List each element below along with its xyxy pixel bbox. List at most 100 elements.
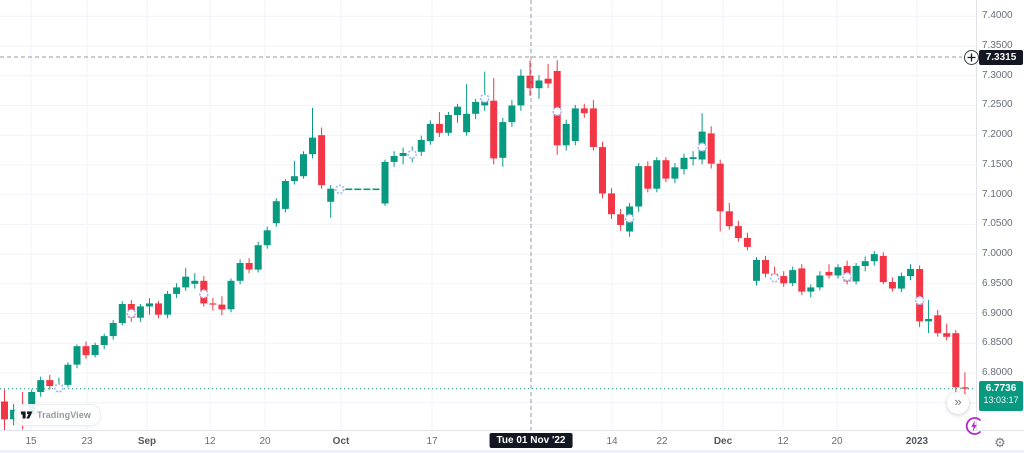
price-tick-label: 7.1500 <box>982 159 1013 170</box>
price-tick-label: 7.2000 <box>982 129 1013 140</box>
candle <box>943 323 951 341</box>
candle <box>91 342 99 358</box>
candle <box>888 277 896 292</box>
candle <box>762 255 769 278</box>
candle <box>961 372 969 397</box>
grid <box>0 0 976 430</box>
tradingview-logo-text: TradingView <box>37 410 91 420</box>
chart-settings-button[interactable]: ⚙ <box>992 435 1008 451</box>
candle <box>599 141 606 199</box>
candle <box>227 278 235 313</box>
candle <box>653 157 661 193</box>
candle <box>517 69 525 111</box>
time-tick-label: Oct <box>332 436 350 447</box>
candle <box>444 112 452 136</box>
candle <box>318 127 326 189</box>
candle <box>481 71 489 111</box>
time-tick-label: 23 <box>81 436 93 447</box>
candle <box>426 120 434 145</box>
candle <box>870 251 878 266</box>
candle <box>327 185 335 218</box>
price-tick-label: 6.9000 <box>982 308 1013 319</box>
candle <box>925 299 933 334</box>
add-alert-button[interactable] <box>964 50 979 65</box>
candle <box>952 330 960 399</box>
goto-realtime-button[interactable]: » <box>947 392 969 414</box>
event-marker <box>126 308 137 319</box>
event-marker <box>54 383 64 393</box>
candle <box>852 263 860 285</box>
candle <box>834 264 842 279</box>
candle <box>82 341 90 359</box>
candle <box>725 203 733 230</box>
last-price-value: 6.7736 <box>985 383 1017 394</box>
candle <box>753 257 760 286</box>
price-tick-label: 6.8000 <box>982 367 1013 378</box>
candlestick-chart[interactable] <box>0 0 976 430</box>
candle <box>435 112 443 137</box>
price-tick-label: 7.4000 <box>982 10 1013 21</box>
boost-button[interactable] <box>964 416 984 436</box>
last-price-badge: 6.7736 13:03:17 <box>979 381 1023 411</box>
event-marker <box>914 295 925 306</box>
candle <box>463 84 471 136</box>
candle <box>535 75 543 99</box>
candle <box>300 151 307 179</box>
candle <box>861 256 869 272</box>
event-marker <box>769 273 780 283</box>
candle <box>10 403 18 426</box>
candle <box>934 310 942 337</box>
event-marker <box>624 213 635 224</box>
candle <box>499 117 507 167</box>
price-tick-label: 7.3000 <box>982 70 1013 81</box>
candle <box>173 283 181 299</box>
candle <box>209 298 217 311</box>
time-tick-label: 12 <box>204 436 216 447</box>
price-tick-label: 7.1000 <box>982 189 1013 200</box>
candle <box>146 298 153 315</box>
candle <box>544 63 552 89</box>
time-tick-label: Dec <box>713 436 733 447</box>
crosshair-price-badge: 7.3315 <box>979 50 1023 65</box>
price-tick-label: 7.3500 <box>982 40 1013 51</box>
event-marker <box>407 149 418 159</box>
candle <box>580 103 588 118</box>
time-tick-label: Sep <box>137 436 157 447</box>
candle <box>789 266 797 287</box>
candle <box>589 100 597 151</box>
tradingview-logo-icon <box>21 411 33 419</box>
candle <box>64 362 72 388</box>
candle <box>780 271 788 287</box>
candle <box>1 389 8 430</box>
candle <box>218 296 226 316</box>
candle <box>807 284 815 298</box>
candle <box>662 157 670 183</box>
candle <box>635 163 643 212</box>
candle <box>417 135 425 156</box>
candle <box>236 259 244 285</box>
time-axis[interactable]: 15 23 Sep 12 20 Oct 17 14 22 Dec 12 20 2023 Tue 01 N… <box>0 430 1024 451</box>
candle <box>37 376 45 397</box>
time-tick-label: 15 <box>25 436 37 447</box>
time-tick-label: 20 <box>831 436 843 447</box>
candle <box>263 226 271 249</box>
candle <box>254 241 262 273</box>
candles <box>1 60 969 430</box>
price-scale[interactable]: 7.4000 7.3500 7.3000 7.2500 7.2000 7.1500 7.10… <box>976 0 1024 430</box>
candle <box>472 98 480 120</box>
candle <box>816 271 824 291</box>
time-tick-label: 17 <box>426 436 438 447</box>
candle <box>281 179 289 213</box>
candle <box>617 208 625 231</box>
tradingview-logo[interactable]: TradingView <box>14 404 101 426</box>
candle <box>182 267 190 291</box>
double-chevron-right-icon: » <box>954 394 962 409</box>
price-tick-label: 7.2500 <box>982 99 1013 110</box>
time-tick-label: 2023 <box>905 436 929 447</box>
crosshair-time-badge: Tue 01 Nov '22 <box>489 433 573 448</box>
candle <box>734 220 742 242</box>
lightning-icon <box>965 417 981 435</box>
candle <box>155 301 162 319</box>
candle <box>798 264 806 296</box>
price-tick-label: 7.0000 <box>982 248 1013 259</box>
